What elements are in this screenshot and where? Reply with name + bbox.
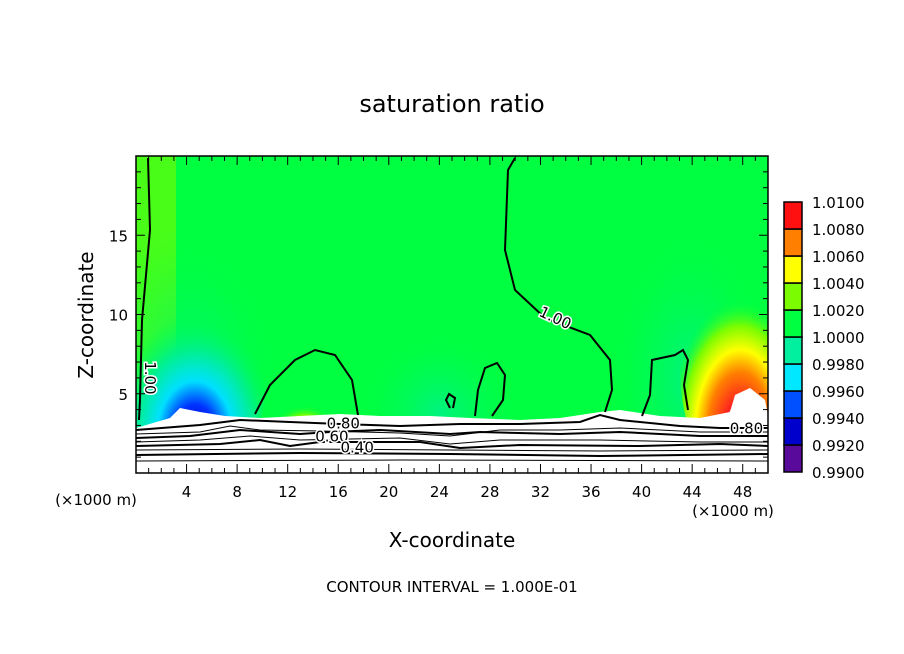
contour-1.00-left (138, 157, 152, 421)
contour-0.50 (136, 448, 768, 452)
colorbar-swatch (783, 255, 803, 284)
colorbar-label: 0.9960 (812, 383, 865, 401)
colorbar-label: 0.9940 (812, 410, 865, 428)
y-tick-label: 10 (109, 307, 128, 325)
x-tick-label: 8 (232, 483, 242, 501)
terrain-masked-region (136, 388, 768, 473)
colorbar-label: 0.9900 (812, 464, 865, 482)
contour-label: 0.40 (340, 438, 373, 456)
contour-label: 0.80 (327, 415, 360, 433)
x-tick-label: 48 (733, 483, 752, 501)
x-tick-label: 32 (531, 483, 550, 501)
y-tick-label: 15 (109, 227, 128, 245)
contour-bubble-12 (254, 348, 359, 416)
x-tick-label: 16 (329, 483, 348, 501)
contour-bubble-28 (474, 361, 507, 417)
colorbar-swatch (783, 309, 803, 338)
contour-0.70 (136, 435, 768, 445)
x-tick-label: 4 (182, 483, 192, 501)
x-axis-label: X-coordinate (389, 528, 516, 552)
x-tick-label: 28 (480, 483, 499, 501)
colorbar: 0.9900 0.9920 0.9940 0.9960 0.9980 1.0000 1.00… (783, 194, 865, 482)
contour-lines (136, 157, 768, 462)
x-unit-label-right: (×1000 m) (692, 502, 774, 520)
contour-1.00-right (503, 157, 614, 413)
colorbar-swatch (783, 417, 803, 446)
colorbar-swatch (783, 363, 803, 392)
contour-interval-footer: CONTOUR INTERVAL = 1.000E-01 (326, 578, 577, 596)
y-tick-label: 5 (118, 386, 128, 404)
contour-0.40 (136, 451, 768, 458)
chart-title: saturation ratio (359, 90, 544, 118)
contour-label: 0.80 (730, 419, 763, 437)
colorbar-label: 1.0000 (812, 329, 865, 347)
colorbar-swatch (783, 228, 803, 257)
colorbar-swatch (783, 444, 803, 473)
x-tick-label: 44 (683, 483, 702, 501)
colorbar-swatch (783, 282, 803, 311)
x-tick-label: 36 (581, 483, 600, 501)
x-tick-label: 20 (379, 483, 398, 501)
x-tick-label: 12 (278, 483, 297, 501)
plot-area: 1.001.000.800.600.400.80 (136, 156, 768, 473)
colorbar-label: 1.0040 (812, 275, 865, 293)
contour-0.30 (136, 459, 768, 462)
x-unit-label-left: (×1000 m) (55, 491, 137, 509)
colorbar-label: 0.9920 (812, 437, 865, 455)
x-tick-label: 24 (430, 483, 449, 501)
colorbar-label: 1.0080 (812, 221, 865, 239)
contour-bubble-42 (641, 348, 690, 417)
contour-small-25 (444, 392, 457, 409)
colorbar-label: 1.0020 (812, 302, 865, 320)
contour-0.60 (136, 438, 768, 450)
colorbar-label: 0.9980 (812, 356, 865, 374)
contour-0.90 (136, 413, 768, 431)
contour-label: 1.00 (141, 361, 159, 394)
contour-0.80 (136, 428, 768, 439)
contour-0.85 (136, 425, 768, 437)
colorbar-swatch (783, 390, 803, 419)
colorbar-swatch (783, 201, 803, 230)
colorbar-label: 1.0060 (812, 248, 865, 266)
colorbar-label: 1.0100 (812, 194, 865, 212)
y-axis-label: Z-coordinate (74, 251, 98, 378)
x-tick-label: 40 (632, 483, 651, 501)
contour-label: 0.60 (315, 427, 348, 445)
colorbar-swatch (783, 336, 803, 365)
